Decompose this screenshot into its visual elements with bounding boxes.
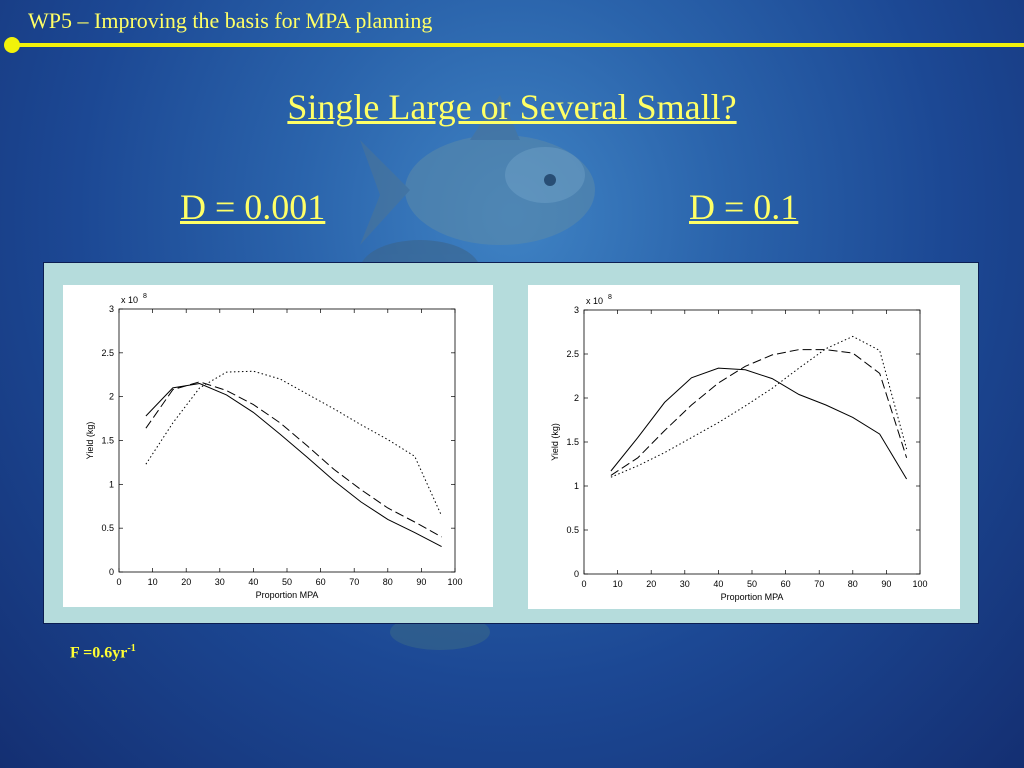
charts-panel: 0 10 20 30 40 50 60 70 80 90 100 0 0.5 1 1.5 2 2.5 3 Propo… xyxy=(43,262,979,624)
chart2-y-tick-label: 0 xyxy=(574,569,579,579)
chart2-x-tick-label: 80 xyxy=(848,579,858,589)
header-rule xyxy=(12,43,1024,47)
chart1-x-axis-label: Proportion MPA xyxy=(256,590,319,600)
right-chart-box: 0 10 20 30 40 50 60 70 80 90 100 0 0.5 1 1.5 2 2.5 3 Propo… xyxy=(528,285,960,609)
chart2-x-tick-label: 70 xyxy=(814,579,824,589)
right-yield-chart: 0 10 20 30 40 50 60 70 80 90 100 0 0.5 1 1.5 2 2.5 3 Propo… xyxy=(550,294,928,602)
chart2-series-solid-line xyxy=(610,367,908,480)
chart2-series-dashed-line xyxy=(610,349,908,476)
chart2-x-tick-label: 10 xyxy=(613,579,623,589)
left-chart-box: 0 10 20 30 40 50 60 70 80 90 100 0 0.5 1 1.5 2 2.5 3 Propo… xyxy=(63,285,493,607)
chart2-x-axis-label: Proportion MPA xyxy=(721,592,784,602)
chart1-x-tick-label: 60 xyxy=(316,577,326,587)
chart1-x-tick-label: 40 xyxy=(248,577,258,587)
chart2-y-axis-label: Yield (kg) xyxy=(550,423,560,461)
chart1-y-tick-label: 1.5 xyxy=(101,436,114,446)
chart2-x-tick-label: 0 xyxy=(581,579,586,589)
chart1-x-tick-label: 20 xyxy=(181,577,191,587)
chart2-y-tick-label: 1 xyxy=(574,481,579,491)
chart1-x-tick-label: 0 xyxy=(116,577,121,587)
chart2-x-tick-label: 40 xyxy=(713,579,723,589)
chart1-axis-multiplier: x 10 xyxy=(121,295,138,305)
chart2-y-tick-label: 3 xyxy=(574,305,579,315)
chart1-x-tick-label: 70 xyxy=(349,577,359,587)
chart2-y-tick-label: 1.5 xyxy=(566,437,579,447)
chart2-y-tick-label: 2 xyxy=(574,393,579,403)
chart2-x-tick-label: 20 xyxy=(646,579,656,589)
chart2-x-tick-label: 30 xyxy=(680,579,690,589)
chart1-series-dashed-line xyxy=(145,381,442,538)
chart1-y-tick-label: 2 xyxy=(109,392,114,402)
fishing-mortality-note: F =0.6yr-1 xyxy=(70,643,136,662)
chart1-axis-multiplier-exponent: 8 xyxy=(143,293,147,300)
left-chart-label: D = 0.001 xyxy=(180,187,326,227)
chart2-x-tick-label: 90 xyxy=(881,579,891,589)
chart1-y-tick-label: 2.5 xyxy=(101,348,114,358)
chart2-axis-multiplier-exponent: 8 xyxy=(608,294,612,301)
chart1-y-tick-label: 0.5 xyxy=(101,523,114,533)
chart2-y-tick-label: 0.5 xyxy=(566,525,579,535)
chart1-y-tick-label: 0 xyxy=(109,567,114,577)
chart1-y-tick-label: 3 xyxy=(109,304,114,314)
chart1-series-dotted-line xyxy=(145,370,443,517)
chart1-x-tick-label: 30 xyxy=(215,577,225,587)
chart2-x-tick-label: 50 xyxy=(747,579,757,589)
chart1-y-tick-label: 1 xyxy=(109,479,114,489)
chart1-x-tick-label: 50 xyxy=(282,577,292,587)
chart1-y-axis-label: Yield (kg) xyxy=(85,422,95,460)
chart1-x-tick-label: 100 xyxy=(447,577,462,587)
chart2-series-dotted-line xyxy=(610,335,908,478)
chart1-x-tick-label: 80 xyxy=(383,577,393,587)
chart1-x-tick-label: 10 xyxy=(148,577,158,587)
chart1-series-solid-line xyxy=(145,382,442,548)
footnote-exponent: -1 xyxy=(127,643,136,654)
chart2-x-tick-label: 60 xyxy=(781,579,791,589)
chart1-x-tick-label: 90 xyxy=(416,577,426,587)
left-yield-chart: 0 10 20 30 40 50 60 70 80 90 100 0 0.5 1 1.5 2 2.5 3 Propo… xyxy=(85,293,463,600)
header-title: WP5 – Improving the basis for MPA planni… xyxy=(28,8,433,33)
chart2-x-tick-label: 100 xyxy=(912,579,927,589)
footnote-text: F =0.6yr xyxy=(70,644,128,662)
chart2-y-tick-label: 2.5 xyxy=(566,349,579,359)
slide-title: Single Large or Several Small? xyxy=(287,87,737,127)
right-chart-label: D = 0.1 xyxy=(689,187,799,227)
chart2-axis-multiplier: x 10 xyxy=(586,296,603,306)
